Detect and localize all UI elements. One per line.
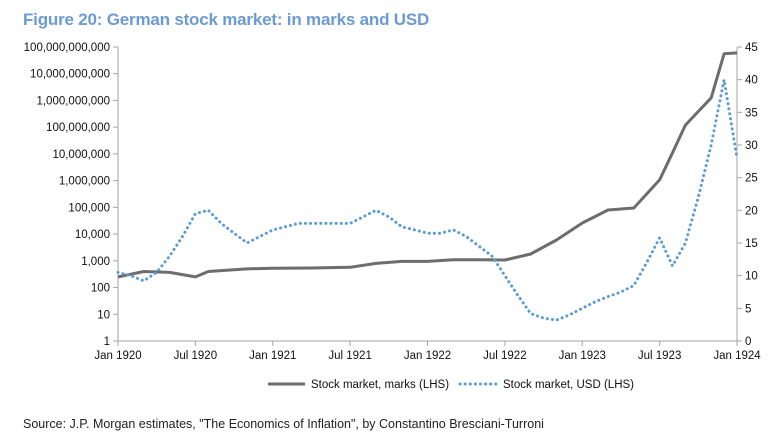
left-tick-label: 100 [91, 283, 110, 295]
left-tick-label: 1 [104, 336, 110, 348]
right-tick-label: 15 [745, 238, 758, 250]
chart-title: Figure 20: German stock market: in marks… [23, 10, 430, 29]
x-tick-label: Jan 1921 [249, 350, 296, 362]
x-tick-label: Jan 1923 [559, 350, 606, 362]
legend-label: Stock market, marks (LHS) [311, 379, 449, 391]
left-tick-label: 100,000 [68, 202, 110, 214]
source-note: Source: J.P. Morgan estimates, "The Econ… [23, 417, 544, 431]
x-tick-label: Jul 1923 [638, 350, 681, 362]
legend-label: Stock market, USD (LHS) [503, 379, 634, 391]
right-tick-label: 40 [745, 75, 758, 87]
right-tick-label: 10 [745, 271, 758, 283]
right-tick-label: 45 [745, 42, 758, 54]
series-line-usd [116, 78, 739, 322]
right-tick-label: 30 [745, 140, 758, 152]
right-tick-label: 20 [745, 205, 758, 217]
x-tick-label: Jan 1920 [94, 350, 141, 362]
left-tick-label: 1,000,000,000 [36, 95, 110, 107]
x-tick-label: Jul 1920 [174, 350, 217, 362]
left-tick-label: 10,000 [75, 229, 110, 241]
x-tick-label: Jan 1924 [713, 350, 761, 362]
left-tick-label: 10,000,000,000 [30, 69, 110, 81]
left-tick-label: 100,000,000 [46, 122, 110, 134]
right-tick-label: 25 [745, 173, 758, 185]
left-tick-label: 1,000 [81, 256, 110, 268]
right-tick-label: 0 [745, 336, 751, 348]
x-tick-label: Jan 1922 [404, 350, 451, 362]
x-tick-label: Jul 1922 [483, 350, 526, 362]
x-tick-label: Jul 1921 [328, 350, 371, 362]
right-tick-label: 5 [745, 303, 751, 315]
right-tick-label: 35 [745, 107, 758, 119]
left-tick-label: 100,000,000,000 [24, 42, 110, 54]
left-tick-label: 1,000,000 [59, 176, 110, 188]
left-tick-label: 10,000,000 [52, 149, 110, 161]
series-line-marks [117, 51, 738, 279]
left-tick-label: 10 [97, 309, 110, 321]
